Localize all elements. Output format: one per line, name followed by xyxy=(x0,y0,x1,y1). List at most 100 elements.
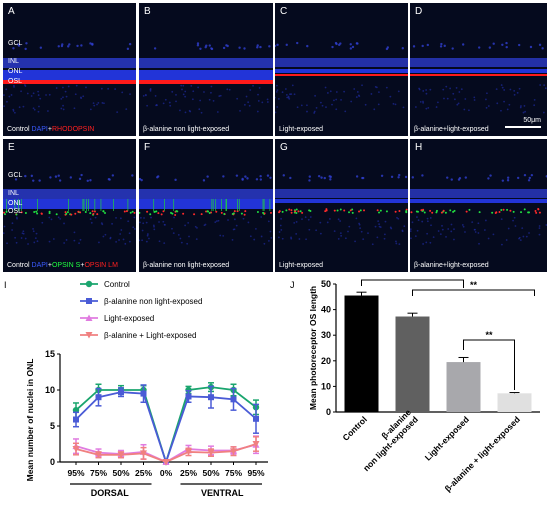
x-tick-label: Control xyxy=(340,414,368,442)
significance-bracket xyxy=(361,279,464,288)
data-point xyxy=(95,451,102,459)
retina-image xyxy=(410,41,547,114)
bar xyxy=(446,362,481,412)
scale-bar-label: 50μm xyxy=(523,117,541,124)
x-tick-label: 0% xyxy=(160,468,173,478)
data-point xyxy=(230,448,237,455)
layer-label-osl: OSL xyxy=(8,78,23,85)
legend-marker xyxy=(86,298,92,304)
y-tick-label: 40 xyxy=(321,305,331,315)
microscopy-panel-c: C Light-exposed xyxy=(275,3,408,136)
x-tick-label: 75% xyxy=(90,468,107,478)
legend-marker xyxy=(85,332,93,339)
retina-image xyxy=(139,174,273,245)
data-point xyxy=(253,415,259,422)
group-label-ventral: VENTRAL xyxy=(201,488,244,498)
bar xyxy=(344,295,379,412)
panel-letter: C xyxy=(280,6,288,17)
legend-label: Control xyxy=(104,280,130,289)
y-tick-label: 15 xyxy=(45,349,55,359)
significance-label: ** xyxy=(470,280,478,290)
panel-letter-i: I xyxy=(4,280,7,290)
y-tick-label: 5 xyxy=(50,421,55,431)
legend-label: Light-exposed xyxy=(104,314,154,323)
data-point xyxy=(73,416,79,423)
significance-label: ** xyxy=(409,276,417,280)
significance-bracket xyxy=(412,289,535,296)
legend-label: β-alanine non light-exposed xyxy=(104,297,202,306)
x-tick-label: Light-exposed xyxy=(423,414,471,462)
panel-caption: Control DAPI+RHODOPSIN xyxy=(7,126,95,133)
panel-letter: F xyxy=(144,142,151,153)
chart-i: I 0 5 10 15 Mean number of nuclei in ONL 95% 75… xyxy=(4,280,268,498)
svg-text:Light-exposed: Light-exposed xyxy=(423,414,471,462)
data-point xyxy=(72,446,80,453)
bar xyxy=(497,393,532,412)
data-point xyxy=(117,451,125,459)
panel-letter: B xyxy=(144,6,151,17)
data-point xyxy=(95,394,102,401)
data-point xyxy=(207,449,215,457)
x-tick-label: 95% xyxy=(67,468,84,478)
legend-marker xyxy=(85,314,93,321)
bar xyxy=(395,316,430,412)
layer-label-inl: INL xyxy=(8,190,19,197)
legend-label: β-alanine + Light-exposed xyxy=(104,331,196,340)
data-point xyxy=(118,389,124,396)
panel-letter: E xyxy=(8,142,15,153)
y-tick-label: 10 xyxy=(321,381,331,391)
panel-caption: Light-exposed xyxy=(279,262,323,269)
panel-caption: β-alanine+light-exposed xyxy=(414,262,489,269)
microscopy-panel-e: E GCL INL ONL OSL Control DAPI+OPSIN S+OPSIN … xyxy=(3,139,136,272)
retina-image xyxy=(275,173,408,246)
x-tick-label: 25% xyxy=(135,468,152,478)
retina-image xyxy=(275,41,408,114)
data-point xyxy=(252,441,260,448)
panel-caption: β-alanine+light-exposed xyxy=(414,126,489,133)
x-tick-label: 25% xyxy=(180,468,197,478)
data-point xyxy=(230,396,237,403)
microscopy-panel-a: A GCL INL ONL OSL Control DAPI+RHODOPSIN xyxy=(3,3,136,136)
significance-label: ** xyxy=(485,330,493,340)
panel-letter: G xyxy=(280,142,288,153)
y-tick-label: 0 xyxy=(326,407,331,417)
panel-caption: β-alanine non light-exposed xyxy=(143,262,230,269)
retina-image xyxy=(3,173,136,245)
layer-label-osl: OSL xyxy=(8,208,23,215)
x-tick-label: 50% xyxy=(202,468,219,478)
data-point xyxy=(140,390,147,397)
x-tick-label: 50% xyxy=(112,468,129,478)
data-point xyxy=(162,459,170,466)
x-tick-label: 75% xyxy=(225,468,242,478)
microscopy-panel-g: G Light-exposed xyxy=(275,139,408,272)
y-axis-label: Mean photoreceptor OS length xyxy=(308,286,318,410)
data-point xyxy=(208,394,214,401)
panel-letter-j: J xyxy=(290,280,295,290)
layer-label-gcl: GCL xyxy=(8,40,23,47)
panel-letter: D xyxy=(415,6,423,17)
panel-letter: H xyxy=(415,142,423,153)
layer-label-gcl: GCL xyxy=(8,172,23,179)
y-tick-label: 10 xyxy=(45,385,55,395)
panel-caption: β-alanine non light-exposed xyxy=(143,126,230,133)
layer-label-inl: INL xyxy=(8,58,19,65)
y-axis-label: Mean number of nuclei in ONL xyxy=(25,359,35,482)
group-label-dorsal: DORSAL xyxy=(91,488,130,498)
panel-caption: Light-exposed xyxy=(279,126,323,133)
panel-caption: Control DAPI+OPSIN S+OPSIN LM xyxy=(7,262,118,269)
scale-bar xyxy=(505,126,541,128)
y-tick-label: 20 xyxy=(321,356,331,366)
y-tick-label: 0 xyxy=(50,457,55,467)
data-point xyxy=(185,393,192,400)
panel-letter: A xyxy=(8,6,15,17)
data-point xyxy=(185,448,192,456)
svg-text:Control: Control xyxy=(340,414,368,442)
layer-label-onl: ONL xyxy=(8,200,23,207)
y-tick-label: 50 xyxy=(321,279,331,289)
retina-image xyxy=(410,173,547,246)
